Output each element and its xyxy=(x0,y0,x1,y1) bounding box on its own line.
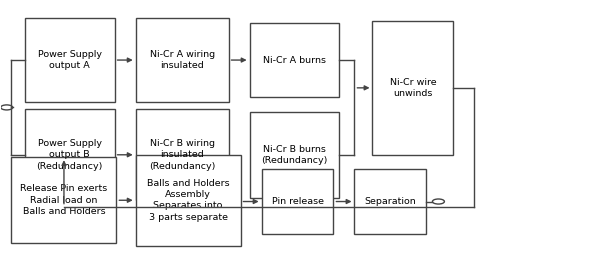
FancyBboxPatch shape xyxy=(25,109,115,200)
Text: Ni-Cr B burns
(Redundancy): Ni-Cr B burns (Redundancy) xyxy=(261,145,328,165)
FancyBboxPatch shape xyxy=(136,18,228,102)
Text: Power Supply
output A: Power Supply output A xyxy=(38,50,102,70)
FancyBboxPatch shape xyxy=(373,21,453,155)
FancyBboxPatch shape xyxy=(355,169,427,234)
Text: Ni-Cr wire
unwinds: Ni-Cr wire unwinds xyxy=(389,78,436,98)
FancyBboxPatch shape xyxy=(136,155,240,246)
Text: Balls and Holders
Assembly
Separates into
3 parts separate: Balls and Holders Assembly Separates int… xyxy=(147,179,230,222)
Text: Separation: Separation xyxy=(365,197,416,206)
FancyBboxPatch shape xyxy=(249,112,340,198)
Text: Ni-Cr A burns: Ni-Cr A burns xyxy=(263,56,326,65)
FancyBboxPatch shape xyxy=(261,169,334,234)
Text: Ni-Cr B wiring
insulated
(Redundancy): Ni-Cr B wiring insulated (Redundancy) xyxy=(149,139,215,171)
Text: Release Pin exerts
Radial load on
Balls and Holders: Release Pin exerts Radial load on Balls … xyxy=(20,184,108,216)
FancyBboxPatch shape xyxy=(25,18,115,102)
FancyBboxPatch shape xyxy=(136,109,228,200)
FancyBboxPatch shape xyxy=(11,157,117,243)
Text: Ni-Cr A wiring
insulated: Ni-Cr A wiring insulated xyxy=(150,50,215,70)
FancyBboxPatch shape xyxy=(249,23,340,97)
Text: Pin release: Pin release xyxy=(272,197,323,206)
Text: Power Supply
output B
(Redundancy): Power Supply output B (Redundancy) xyxy=(37,139,103,171)
